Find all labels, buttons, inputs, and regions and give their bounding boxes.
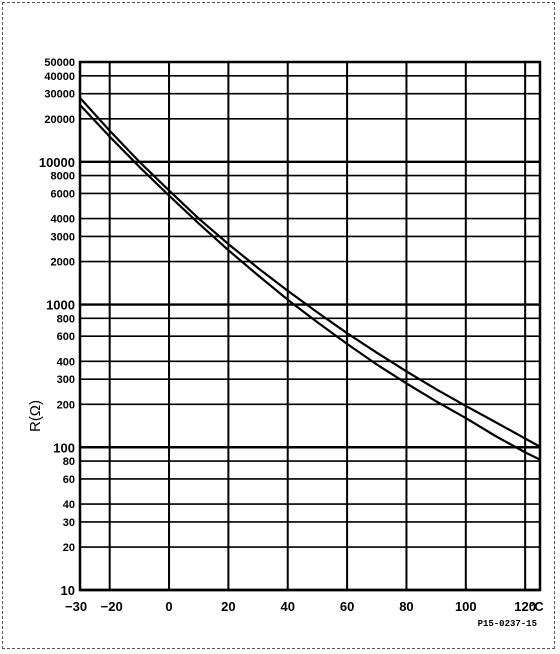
- y-tick-label: 30000: [44, 89, 75, 101]
- y-tick-label: 50000: [44, 57, 75, 69]
- y-tick-label: 800: [57, 313, 75, 325]
- y-tick-label: 300: [57, 374, 75, 386]
- y-tick-label: 3000: [51, 231, 75, 243]
- x-tick-label: 0: [165, 599, 172, 614]
- x-tick-label: 100: [455, 599, 477, 614]
- y-axis-label: R(Ω): [27, 400, 44, 432]
- x-tick-labels: −30 −20 0 20 40 60 80 100 120: [65, 599, 536, 614]
- figure-code: P15-0237-15: [478, 619, 537, 629]
- y-tick-label: 20: [63, 542, 75, 554]
- series-line-1: [79, 97, 541, 448]
- curves: [79, 97, 541, 461]
- y-tick-label: 200: [57, 399, 75, 411]
- y-tick-label: 10: [61, 583, 75, 598]
- y-tick-label: 4000: [51, 214, 75, 226]
- x-axis-unit-label: °C: [529, 599, 544, 614]
- y-tick-label: 20000: [44, 114, 75, 126]
- y-tick-label: 40000: [44, 71, 75, 83]
- grid: [80, 61, 540, 592]
- x-tick-label: 80: [399, 599, 413, 614]
- y-tick-label: 2000: [51, 257, 75, 269]
- y-tick-label: 10000: [39, 155, 75, 170]
- y-tick-label: 6000: [51, 188, 75, 200]
- y-tick-label: 80: [63, 456, 75, 468]
- x-tick-label: 60: [340, 599, 354, 614]
- y-tick-label: 60: [63, 474, 75, 486]
- x-tick-label: 20: [221, 599, 235, 614]
- y-tick-label: 400: [57, 356, 75, 368]
- plot-border: [78, 60, 542, 592]
- series-line-2: [79, 104, 541, 461]
- y-tick-label: 1000: [46, 298, 75, 313]
- x-tick-label: 120: [514, 599, 536, 614]
- y-tick-label: 100: [53, 440, 75, 455]
- x-tick-label: −20: [101, 599, 123, 614]
- y-tick-label: 30: [63, 517, 75, 529]
- x-tick-label: −30: [65, 599, 87, 614]
- y-tick-label: 40: [63, 499, 75, 511]
- x-tick-label: 40: [281, 599, 295, 614]
- y-tick-label: 8000: [51, 171, 75, 183]
- y-tick-label: 600: [57, 331, 75, 343]
- figure-frame: [2, 2, 555, 649]
